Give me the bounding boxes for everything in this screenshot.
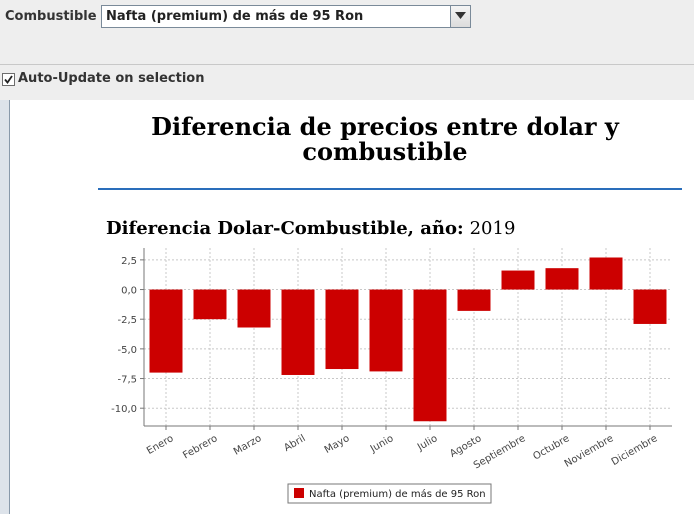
chart-heading-year: 2019 (469, 218, 516, 239)
x-tick-label: Mayo (323, 433, 352, 456)
y-tick-label: -7,5 (117, 375, 137, 386)
page-title: Diferencia de precios entre dolar y comb… (151, 112, 619, 166)
top-toolbar: Combustible * Nafta (premium) de más de … (0, 0, 694, 64)
bar (589, 257, 623, 290)
y-tick-label: -10,0 (111, 404, 137, 415)
y-tick-label: 2,5 (121, 256, 137, 267)
chart-heading-label: Diferencia Dolar-Combustible, año: (106, 218, 464, 239)
bar (325, 289, 359, 370)
legend-swatch (294, 488, 304, 498)
bar (281, 289, 315, 375)
bar (545, 268, 579, 290)
x-tick-label: Agosto (448, 433, 483, 460)
y-tick-label: -2,5 (117, 315, 137, 326)
legend (287, 483, 492, 504)
bar (193, 289, 227, 320)
bar (501, 270, 535, 290)
x-tick-label: Marzo (232, 433, 264, 458)
x-tick-label: Febrero (181, 433, 219, 461)
bar (413, 289, 447, 422)
fuel-selector-dropdown[interactable]: Nafta (premium) de más de 95 Ron (101, 5, 471, 28)
chart-heading: Diferencia Dolar-Combustible, año: 2019 (106, 218, 515, 239)
fuel-selector-value: Nafta (premium) de más de 95 Ron (106, 9, 364, 24)
bar (457, 289, 491, 311)
auto-update-label: Auto-Update on selection (18, 71, 205, 86)
x-tick-label: Diciembre (610, 433, 660, 468)
left-panel-edge (0, 100, 9, 514)
bar (369, 289, 403, 372)
title-divider (98, 188, 682, 190)
x-tick-label: Enero (145, 433, 175, 457)
x-tick-label: Abril (282, 433, 307, 454)
check-icon (4, 75, 13, 84)
legend-label: Nafta (premium) de más de 95 Ron (309, 488, 486, 500)
fuel-selector-label: Combustible * (5, 9, 108, 24)
toolbar-separator (0, 64, 694, 65)
y-tick-label: 0,0 (121, 286, 137, 297)
auto-update-row (0, 65, 694, 99)
bar (633, 289, 667, 324)
x-tick-label: Noviembre (563, 433, 616, 470)
x-tick-label: Julio (415, 433, 440, 454)
bar (149, 289, 183, 373)
y-tick-label: -5,0 (117, 345, 137, 356)
x-tick-label: Junio (368, 433, 396, 455)
bar (237, 289, 271, 328)
chevron-down-icon[interactable] (450, 6, 470, 27)
auto-update-checkbox[interactable] (2, 73, 15, 86)
